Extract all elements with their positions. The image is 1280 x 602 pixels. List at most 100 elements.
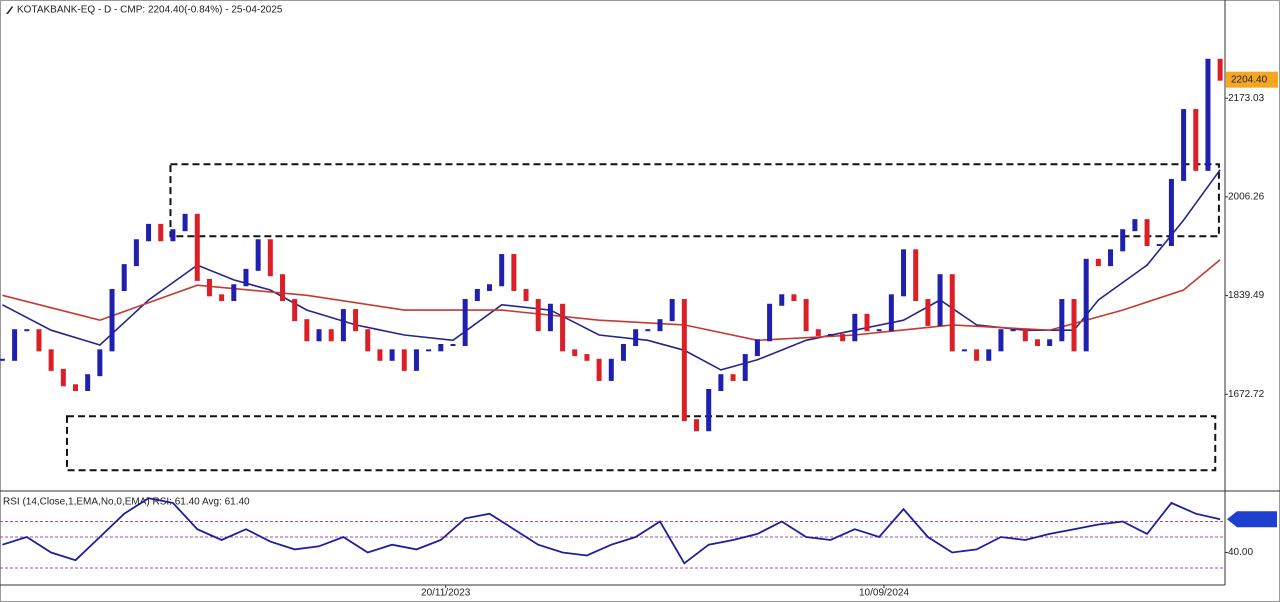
- price-bar: [547, 303, 553, 332]
- price-bar: [426, 349, 432, 352]
- y-tick-label: 1839.49: [1228, 290, 1265, 301]
- price-bar: [986, 349, 992, 361]
- price-bar: [511, 254, 517, 291]
- price-bar: [60, 368, 66, 387]
- price-bar: [681, 299, 687, 422]
- price-bar: [231, 284, 237, 302]
- price-bar: [815, 329, 821, 336]
- price-bar: [377, 349, 383, 361]
- price-bar: [316, 329, 322, 342]
- price-bar: [48, 349, 54, 371]
- price-bar: [925, 299, 931, 326]
- price-bar: [1034, 339, 1040, 347]
- price-bar: [730, 374, 736, 381]
- price-bar: [706, 388, 712, 432]
- price-bar: [560, 303, 566, 352]
- price-bar: [450, 344, 456, 347]
- price-bar: [1083, 258, 1089, 352]
- price-bar: [438, 344, 444, 352]
- price-bar: [754, 339, 760, 357]
- price-bar: [657, 319, 663, 332]
- price-bar: [36, 329, 42, 352]
- price-bar: [24, 329, 30, 332]
- price-bar: [353, 309, 359, 332]
- price-bar: [340, 309, 346, 342]
- price-bar: [158, 223, 164, 242]
- price-bar: [292, 299, 298, 322]
- price-bar: [97, 349, 103, 377]
- price-bar: [194, 213, 200, 281]
- price-bar: [596, 358, 602, 381]
- price-bar: [121, 264, 127, 291]
- price-bar: [109, 288, 115, 352]
- price-bar: [0, 358, 5, 361]
- price-bar: [779, 294, 785, 306]
- price-bar: [620, 344, 626, 361]
- price-bar: [1217, 58, 1223, 81]
- price-bar: [827, 333, 833, 336]
- price-bar: [219, 294, 225, 302]
- price-bar: [1047, 339, 1053, 347]
- price-bar: [974, 349, 980, 361]
- price-bar: [304, 319, 310, 342]
- price-bar: [961, 349, 967, 352]
- price-bar: [1108, 249, 1114, 267]
- price-bar: [72, 384, 78, 391]
- price-bar: [1181, 109, 1187, 181]
- price-bar: [1095, 258, 1101, 267]
- price-bar: [328, 329, 334, 342]
- price-bar: [1022, 329, 1028, 342]
- price-bar: [767, 303, 773, 342]
- price-bar: [998, 329, 1004, 352]
- price-bar: [1132, 219, 1138, 232]
- price-bar: [742, 354, 748, 381]
- price-bar: [1010, 329, 1016, 332]
- price-bar: [1120, 229, 1126, 252]
- price-bar: [474, 288, 480, 302]
- chart-icon: [6, 6, 13, 14]
- price-bar: [255, 239, 261, 271]
- price-bar: [864, 313, 870, 332]
- price-bar: [1156, 244, 1162, 246]
- price-bar: [535, 299, 541, 332]
- price-bar: [949, 274, 955, 352]
- price-bar: [267, 239, 273, 277]
- price-bar: [1144, 219, 1150, 246]
- price-bar: [840, 333, 846, 342]
- price-bar: [852, 313, 858, 342]
- price-bar: [1193, 109, 1199, 171]
- x-tick-label: 20/11/2023: [421, 588, 471, 599]
- zone-box: [65, 415, 1217, 472]
- price-bar: [182, 213, 188, 232]
- last-price-tag: [1226, 71, 1278, 88]
- price-bar: [937, 274, 943, 326]
- price-bar: [1071, 299, 1077, 352]
- y-tick-label: 1672.72: [1228, 389, 1265, 400]
- price-bar: [876, 329, 882, 332]
- moving-average: [2, 259, 1221, 342]
- price-bar: [170, 229, 176, 242]
- price-bar: [462, 299, 468, 347]
- price-bar: [645, 329, 651, 332]
- price-bar: [901, 249, 907, 297]
- price-bar: [523, 288, 529, 302]
- price-bar: [146, 223, 152, 242]
- rsi-tag: [1227, 511, 1277, 528]
- price-bar: [499, 254, 505, 287]
- price-bar: [280, 274, 286, 302]
- price-bar: [584, 354, 590, 361]
- price-bar: [694, 419, 700, 432]
- last-price-label: 2204.40: [1231, 74, 1268, 85]
- price-bar: [803, 299, 809, 332]
- zone-box: [169, 163, 1220, 238]
- price-bar: [243, 268, 249, 287]
- rsi-line: [2, 497, 1221, 565]
- price-bar: [487, 284, 493, 291]
- price-bar: [608, 358, 614, 381]
- price-bar: [401, 349, 407, 371]
- y-tick-label: 2173.03: [1228, 93, 1265, 104]
- price-bar: [85, 374, 91, 391]
- price-bar: [1168, 178, 1174, 246]
